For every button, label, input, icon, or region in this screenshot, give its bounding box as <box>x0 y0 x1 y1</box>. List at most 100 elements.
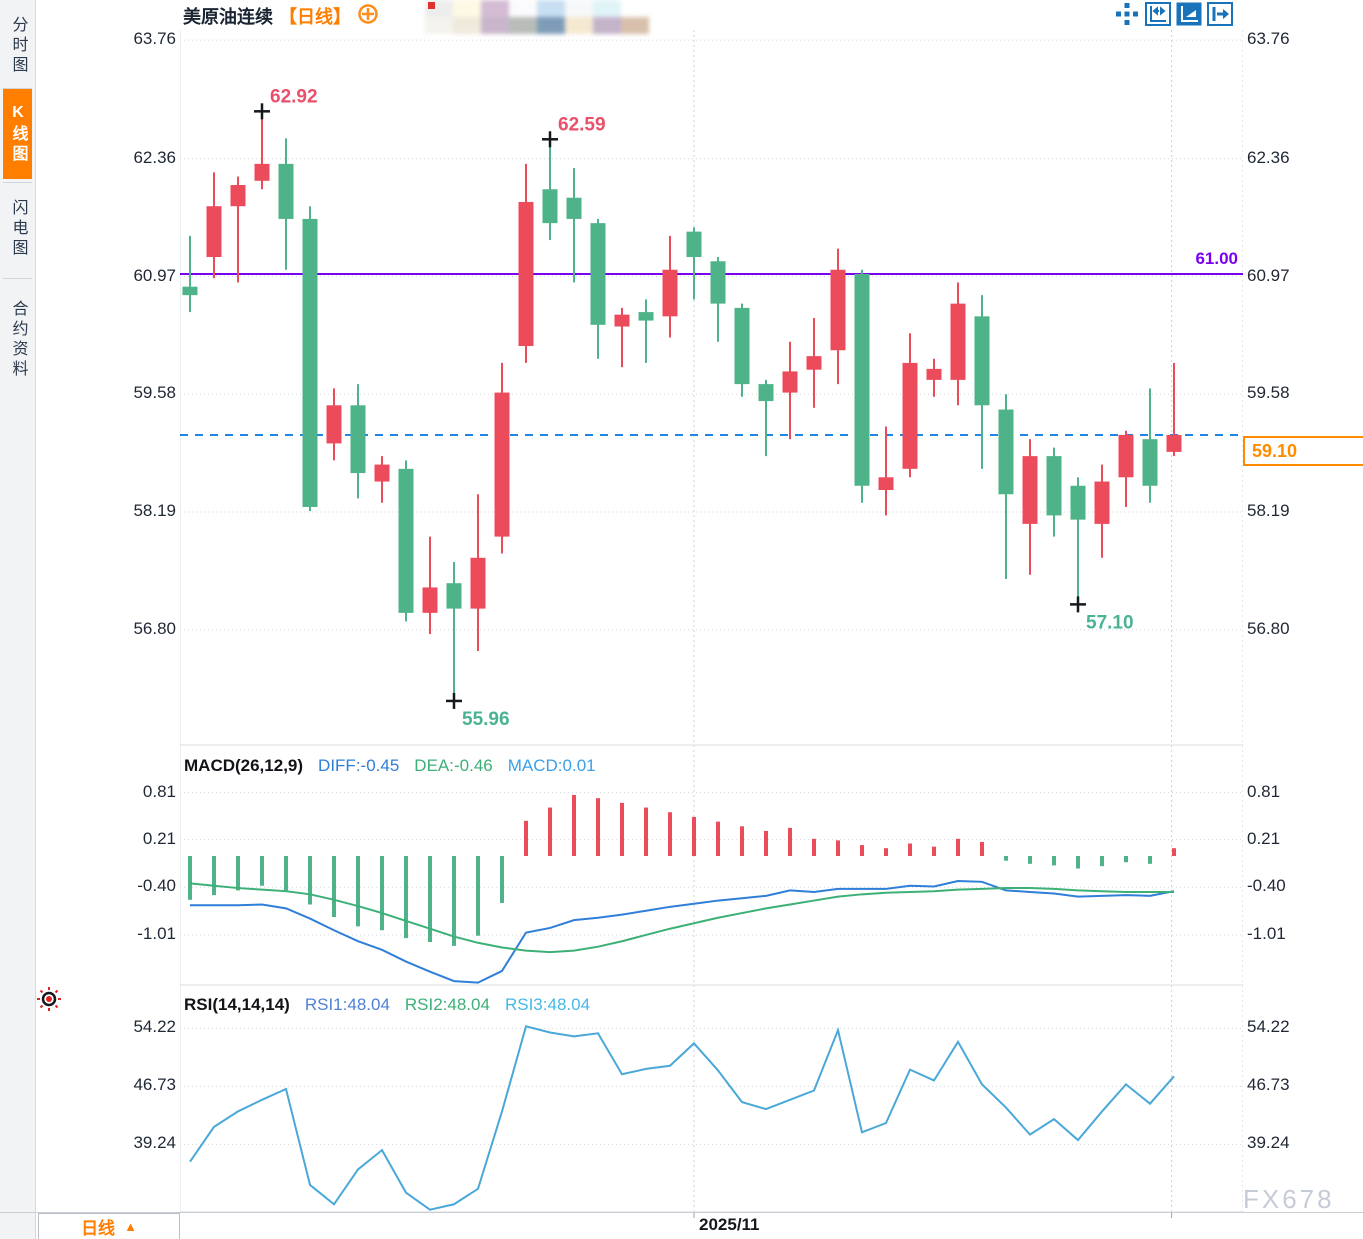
symbol-title: 美原油连续 <box>183 7 273 27</box>
price-extreme-label: 62.92 <box>270 86 318 107</box>
macd-indicator-name[interactable]: MACD(26,12,9) <box>184 756 304 775</box>
sidebar-tab-contract-info[interactable]: 合约资料 <box>3 278 32 401</box>
candle[interactable] <box>998 394 1014 579</box>
period-tab-daily[interactable]: 日线 ▲ <box>38 1213 180 1239</box>
axis-tick-label: 54.22 <box>1247 1017 1290 1037</box>
macd-hist-readout: MACD:0.01 <box>507 756 596 775</box>
candle[interactable] <box>1142 388 1158 503</box>
candle[interactable] <box>1118 430 1134 507</box>
sidebar-tab-kline-chart[interactable]: K线图 <box>3 88 32 179</box>
axis-tick-label: 0.21 <box>1247 828 1281 848</box>
fit-range-icon[interactable] <box>1145 2 1171 26</box>
axis-tick-label: 56.80 <box>1247 618 1290 638</box>
candle[interactable] <box>878 426 894 516</box>
axis-tick-label: 60.97 <box>1247 265 1290 285</box>
sidebar-tab-lightning-chart[interactable]: 闪电图 <box>3 182 32 275</box>
blur-block <box>593 0 621 17</box>
auto-scale-icon[interactable] <box>1176 2 1202 26</box>
candle[interactable] <box>446 562 462 701</box>
jump-to-latest-icon[interactable] <box>1207 2 1233 26</box>
candle[interactable] <box>830 248 846 385</box>
horizontal-line-price-label: 61.00 <box>1195 248 1238 268</box>
candle[interactable] <box>782 341 798 440</box>
blur-block <box>481 0 509 17</box>
candle[interactable] <box>542 139 558 241</box>
period-tab-label: 日线 <box>81 1219 116 1238</box>
blur-block <box>453 17 481 34</box>
price-extreme-label: 55.96 <box>462 709 510 730</box>
candle[interactable] <box>854 269 870 503</box>
candle[interactable] <box>614 307 630 368</box>
candle[interactable] <box>902 333 918 478</box>
candle[interactable] <box>662 235 678 338</box>
candle[interactable] <box>326 388 342 461</box>
candle[interactable] <box>1022 439 1038 575</box>
candle[interactable] <box>1094 464 1110 558</box>
axis-tick-label: -0.40 <box>1247 876 1286 896</box>
candle[interactable] <box>470 494 486 651</box>
chart-canvas[interactable]: 62.92 62.59 55.96 57.10 <box>180 30 1243 1220</box>
rsi3-readout: RSI3:48.04 <box>504 995 591 1014</box>
macd-title-row: MACD(26,12,9) DIFF:-0.45 DEA:-0.46 MACD:… <box>184 756 596 778</box>
candlestick-series <box>182 111 1182 701</box>
axis-tick-label: 59.58 <box>1247 383 1290 403</box>
blur-block <box>593 17 621 34</box>
pan-tool-icon[interactable] <box>1114 2 1140 26</box>
candle[interactable] <box>182 235 198 313</box>
rsi-indicator-name[interactable]: RSI(14,14,14) <box>184 995 290 1014</box>
candle[interactable] <box>974 295 990 469</box>
sidebar-tab-time-share-chart[interactable]: 分时图 <box>9 16 27 76</box>
add-indicator-icon[interactable] <box>357 3 379 30</box>
candle[interactable] <box>566 168 582 283</box>
axis-tick-label: 62.36 <box>1247 147 1290 167</box>
candle[interactable] <box>734 303 750 397</box>
candle[interactable] <box>1046 447 1062 537</box>
blur-block <box>453 0 481 17</box>
candle[interactable] <box>590 218 606 359</box>
candle[interactable] <box>494 362 510 554</box>
right-price-axis: 63.76 62.36 60.97 59.58 58.19 56.80 0.81 0.21 -0… <box>1247 0 1363 1239</box>
candle[interactable] <box>278 138 294 270</box>
blur-block <box>537 17 565 34</box>
blur-block <box>481 17 509 34</box>
x-axis-date-label: 2025/11 <box>699 1215 760 1234</box>
candle[interactable] <box>254 111 270 190</box>
candle[interactable] <box>518 163 534 363</box>
candle[interactable] <box>806 318 822 408</box>
candle[interactable] <box>374 456 390 503</box>
candle[interactable] <box>926 358 942 397</box>
blur-block <box>621 17 649 34</box>
blur-block <box>509 0 537 17</box>
chart-toolbar <box>1114 2 1233 26</box>
rsi1-readout: RSI1:48.04 <box>304 995 390 1014</box>
sidebar: 分时图 K线图 闪电图 合约资料 <box>0 0 36 1239</box>
blur-block <box>537 0 565 17</box>
candle[interactable] <box>230 176 246 283</box>
candle[interactable] <box>398 460 414 622</box>
blur-block <box>425 17 453 34</box>
axis-tick-label: 58.19 <box>1247 501 1290 521</box>
blur-block <box>565 0 593 17</box>
candle[interactable] <box>710 257 726 342</box>
macd-dea-readout: DEA:-0.46 <box>414 756 493 775</box>
rsi-title-row: RSI(14,14,14) RSI1:48.04 RSI2:48.04 RSI3… <box>184 995 590 1017</box>
candle[interactable] <box>350 384 366 499</box>
macd-diff-line <box>190 880 1175 984</box>
candle[interactable] <box>422 536 438 635</box>
axis-tick-label: -1.01 <box>1247 923 1286 943</box>
candle[interactable] <box>686 227 702 300</box>
alert-sun-icon[interactable] <box>36 986 62 1017</box>
candle[interactable] <box>302 206 318 512</box>
rsi-line <box>189 1025 1175 1211</box>
price-extreme-label: 62.59 <box>558 114 606 135</box>
candle[interactable] <box>638 299 654 363</box>
blur-block <box>509 17 537 34</box>
candle[interactable] <box>1070 477 1086 605</box>
candle[interactable] <box>950 282 966 406</box>
candle[interactable] <box>1166 362 1182 457</box>
axis-tick-label: 46.73 <box>1247 1075 1290 1095</box>
candle[interactable] <box>206 172 222 279</box>
candle[interactable] <box>758 379 774 457</box>
blurred-text-region <box>425 0 670 34</box>
axis-tick-label: 63.76 <box>1247 29 1290 49</box>
